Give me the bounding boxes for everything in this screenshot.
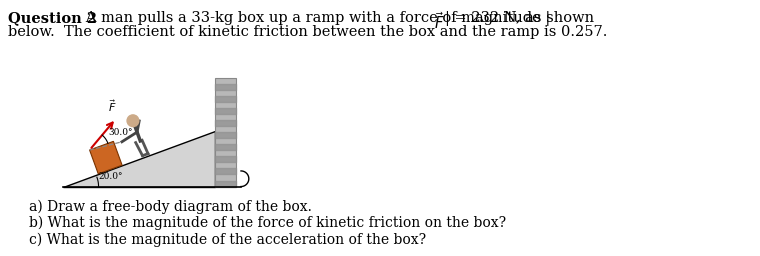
Polygon shape [63,132,214,187]
Polygon shape [214,78,236,187]
Polygon shape [90,141,122,174]
Text: $\vec{F}$: $\vec{F}$ [108,98,116,114]
Text: below.  The coefficient of kinetic friction between the box and the ramp is 0.25: below. The coefficient of kinetic fricti… [8,25,607,39]
Text: A man pulls a 33-kg box up a ramp with a force of magnitude |: A man pulls a 33-kg box up a ramp with a… [72,11,550,26]
Text: a) Draw a free-body diagram of the box.: a) Draw a free-body diagram of the box. [30,199,312,214]
Text: | = 232 N, as shown: | = 232 N, as shown [445,11,594,26]
Text: Question 2: Question 2 [8,11,97,25]
Text: c) What is the magnitude of the acceleration of the box?: c) What is the magnitude of the accelera… [30,232,426,247]
Text: 30.0°: 30.0° [108,128,132,137]
Text: $\vec{F}$: $\vec{F}$ [434,11,445,32]
Text: b) What is the magnitude of the force of kinetic friction on the box?: b) What is the magnitude of the force of… [30,216,506,230]
Text: 20.0°: 20.0° [98,173,122,182]
Circle shape [127,115,139,127]
